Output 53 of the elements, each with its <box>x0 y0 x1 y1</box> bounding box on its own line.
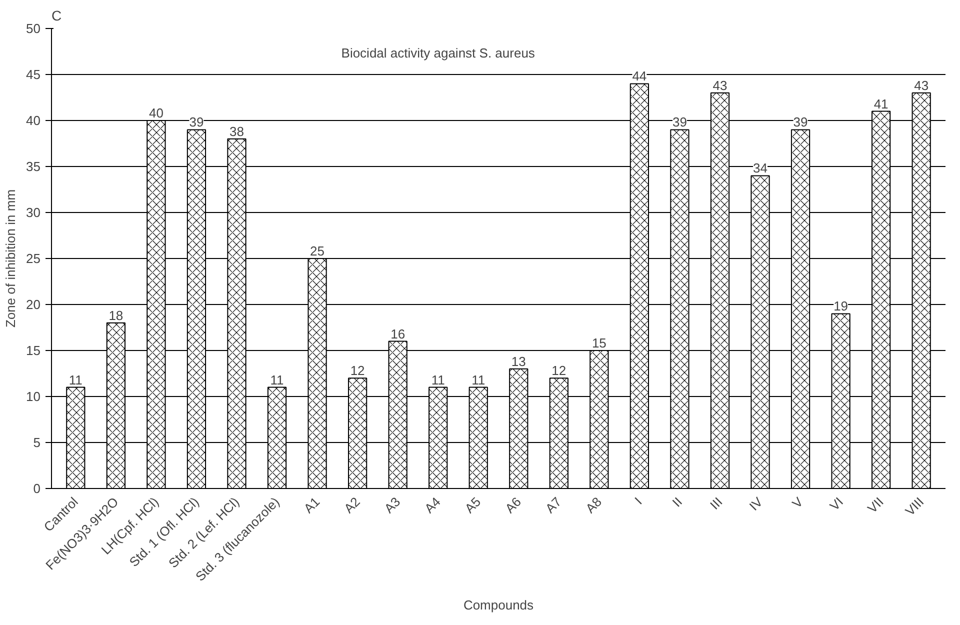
data-label: 34 <box>753 160 768 176</box>
text: Biocidal activity against S. aureus <box>341 46 536 61</box>
y-tick-label: 45 <box>26 67 41 82</box>
data-label: 39 <box>189 114 204 130</box>
y-tick-label: 40 <box>26 113 41 128</box>
data-label: 39 <box>793 114 808 130</box>
data-label: 25 <box>310 244 325 258</box>
data-label: 12 <box>350 363 365 378</box>
data-label: 43 <box>914 78 929 93</box>
data-label: 39 <box>672 114 687 130</box>
x-tick-label: VIII <box>902 494 927 519</box>
y-tick-label: 15 <box>26 343 41 358</box>
x-tick-label: A3 <box>381 494 404 516</box>
x-tick-label: VII <box>864 494 886 516</box>
x-tick-label: VI <box>826 494 846 514</box>
x-tick-label: A6 <box>502 494 524 516</box>
data-label: 44 <box>632 68 647 84</box>
x-tick-label: A5 <box>462 494 484 516</box>
data-label: 19 <box>834 298 848 314</box>
data-label: 41 <box>874 96 888 112</box>
y-tick-label: 30 <box>26 205 41 220</box>
x-tick-label: V <box>789 494 806 511</box>
y-tick-label: 35 <box>26 159 41 174</box>
x-tick-label: A2 <box>341 494 363 516</box>
x-tick-label: A7 <box>542 494 564 516</box>
x-tick-label: A1 <box>300 494 323 516</box>
data-label: 11 <box>472 372 486 388</box>
data-label: 38 <box>230 124 244 139</box>
y-tick-label: 10 <box>26 389 41 404</box>
data-label: 11 <box>270 372 284 388</box>
data-label: 11 <box>68 372 82 388</box>
text: C <box>52 8 62 24</box>
x-tick-label: IV <box>746 494 766 514</box>
y-tick-label: 20 <box>26 297 41 312</box>
data-label: 12 <box>552 363 566 378</box>
x-axis-title: Compounds <box>463 597 534 612</box>
y-tick-label: 50 <box>26 21 41 36</box>
x-tick-label: I <box>632 494 645 508</box>
y-tick-label: 25 <box>26 251 41 266</box>
y-axis-title: Zone of inhibition in mm <box>3 189 18 328</box>
data-label: 15 <box>592 336 606 350</box>
data-label: 43 <box>712 78 728 93</box>
data-label: 18 <box>108 308 124 323</box>
data-label: 40 <box>148 106 164 120</box>
data-label: 16 <box>390 326 406 342</box>
x-tick-label: A8 <box>582 494 604 516</box>
x-tick-label: A4 <box>422 494 444 516</box>
data-label: 13 <box>511 354 526 369</box>
x-tick-label: III <box>707 494 726 512</box>
data-label: 11 <box>431 372 445 388</box>
y-tick-label: 0 <box>33 481 41 496</box>
y-tick-label: 5 <box>33 435 41 450</box>
x-tick-label: II <box>669 494 686 510</box>
